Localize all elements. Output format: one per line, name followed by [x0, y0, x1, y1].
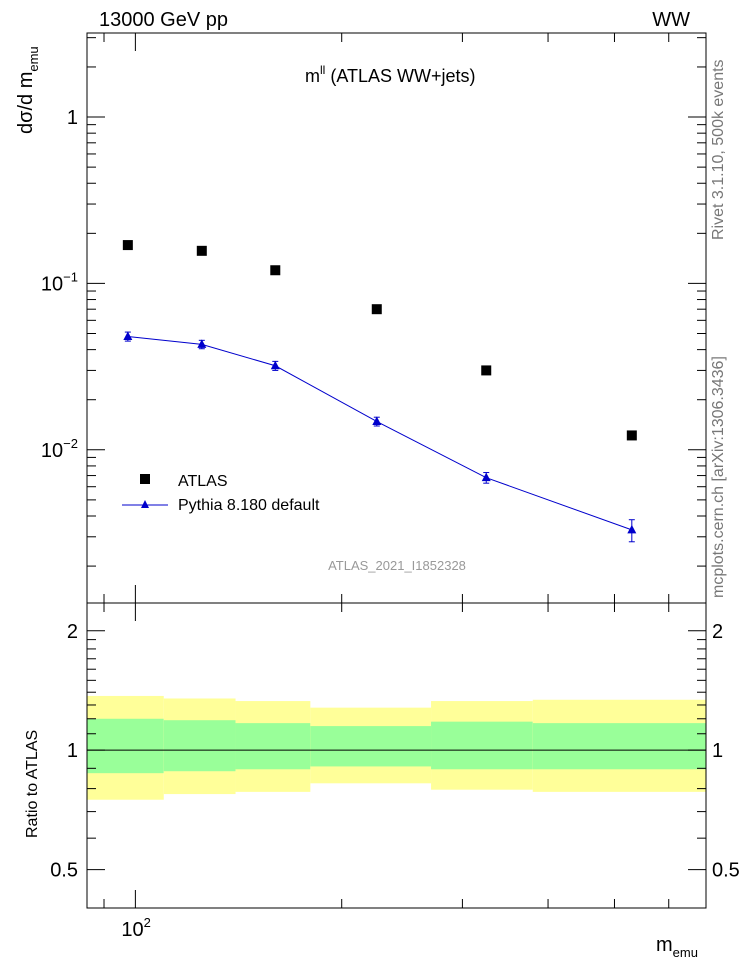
atlas-point — [122, 240, 133, 251]
y-tick-label: 1 — [67, 107, 78, 129]
ratio-y-tick-label: 1 — [67, 740, 78, 762]
ratio-bands — [87, 695, 706, 800]
x-axis-label-main: m — [656, 934, 673, 956]
plot-title-rest: (ATLAS WW+jets) — [325, 66, 475, 86]
y-tick-label-exp: −1 — [63, 269, 78, 284]
pythia-point — [372, 416, 382, 425]
main-plot-frame — [86, 32, 707, 604]
ratio-plot-frame — [86, 602, 707, 909]
y-tick-label: 10−2 — [41, 436, 78, 462]
x-tick-label: 102 — [121, 915, 150, 941]
legend-label-pythia: Pythia 8.180 default — [178, 497, 320, 514]
pythia-point — [197, 339, 207, 348]
process-label: WW — [652, 9, 690, 31]
plot-title-sup: ll — [320, 63, 325, 77]
y-tick-label-base: 10 — [41, 440, 63, 462]
pythia-point — [481, 472, 491, 482]
y-axis-label-main: dσ/d m — [15, 72, 37, 134]
legend-label-atlas: ATLAS — [178, 473, 228, 490]
ratio-band-green — [532, 723, 706, 770]
legend-marker-atlas — [140, 474, 150, 484]
pythia-point — [123, 331, 133, 340]
y-axis-label: dσ/d memu — [15, 46, 41, 134]
plot-title-main: m — [305, 66, 320, 86]
x-tick-label-base: 10 — [121, 919, 143, 941]
x-axis-label: memu — [656, 934, 698, 960]
series-layer — [122, 240, 637, 543]
pythia-point — [270, 360, 280, 370]
plot-title: mll (ATLAS WW+jets) — [305, 63, 476, 86]
atlas-point — [270, 265, 281, 276]
ratio-y-tick-label: 0.5 — [50, 860, 78, 882]
legend: ATLAS Pythia 8.180 default — [122, 473, 320, 514]
axis-ticks — [87, 33, 706, 908]
energy-label: 13000 GeV pp — [99, 9, 228, 31]
pythia-point — [627, 524, 637, 534]
ratio-band-green — [87, 718, 164, 774]
atlas-point — [481, 365, 492, 376]
y-tick-label-exp: −2 — [63, 436, 78, 451]
x-tick-label-exp: 2 — [144, 915, 151, 930]
y-tick-label: 10−1 — [41, 269, 78, 295]
y-axis-label-sub: emu — [26, 46, 41, 71]
ratio-y-tick-label-right: 0.5 — [712, 860, 740, 882]
ratio-band-green — [163, 720, 236, 772]
ratio-y-axis-label: Ratio to ATLAS — [24, 730, 41, 838]
atlas-point — [371, 304, 382, 315]
rivet-label: Rivet 3.1.10, 500k events — [710, 59, 727, 240]
ratio-band-green — [235, 723, 311, 770]
ratio-y-tick-label: 2 — [67, 621, 78, 643]
y-tick-label-base: 10 — [41, 273, 63, 295]
x-axis-label-sub: emu — [673, 945, 698, 960]
ratio-band-green — [431, 721, 533, 770]
pythia-line — [127, 335, 632, 531]
atlas-point — [196, 245, 207, 256]
ratio-y-tick-label-right: 2 — [712, 621, 723, 643]
ratio-band-green — [310, 726, 432, 767]
analysis-tag: ATLAS_2021_I1852328 — [328, 558, 466, 573]
atlas-point — [626, 430, 637, 441]
ratio-y-tick-label-right: 1 — [712, 740, 723, 762]
legend-marker-pythia — [141, 500, 149, 508]
mcplots-label: mcplots.cern.ch [arXiv:1306.3436] — [710, 356, 727, 598]
y-tick-label-base: 1 — [67, 107, 78, 129]
